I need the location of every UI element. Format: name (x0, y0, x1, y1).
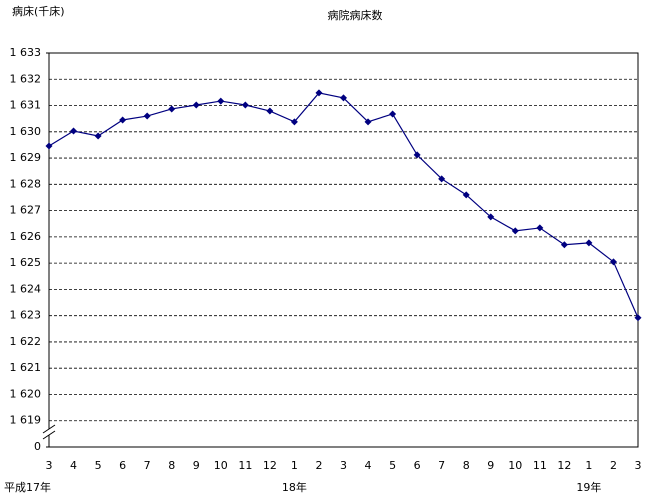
x-tick-label: 4 (365, 459, 372, 472)
x-tick-label: 6 (414, 459, 421, 472)
y-tick-label: 1 629 (10, 151, 42, 164)
y-tick-label: 1 620 (10, 387, 42, 400)
data-point (634, 314, 642, 322)
data-point (487, 213, 495, 221)
y-tick-label: 1 627 (10, 204, 42, 217)
y-tick-label: 1 622 (10, 335, 42, 348)
y-tick-label: 1 624 (10, 282, 42, 295)
x-tick-label: 1 (585, 459, 592, 472)
data-point (119, 116, 127, 124)
x-tick-label: 12 (263, 459, 277, 472)
plot-frame (48, 52, 639, 448)
x-tick-label: 11 (238, 459, 252, 472)
data-point (438, 175, 446, 183)
data-point (536, 224, 544, 232)
y-tick-label: 1 625 (10, 256, 42, 269)
y-tick-label: 1 632 (10, 72, 42, 85)
data-point (266, 107, 274, 115)
chart-title: 病院病床数 (328, 8, 383, 22)
data-point (315, 89, 323, 97)
x-tick-label: 4 (70, 459, 77, 472)
y-tick-label: 1 621 (10, 361, 42, 374)
data-point (94, 132, 102, 140)
x-tick-label: 7 (438, 459, 445, 472)
data-point (585, 239, 593, 247)
data-point (168, 105, 176, 113)
year-label: 19年 (576, 480, 601, 494)
axis-break-gap (45, 429, 53, 435)
year-label: 18年 (282, 480, 307, 494)
data-point (511, 227, 519, 235)
y-tick-label: 0 (34, 440, 41, 453)
data-point (364, 118, 372, 126)
data-point (70, 127, 78, 135)
data-point (192, 101, 200, 109)
data-point (241, 101, 249, 109)
y-tick-label: 1 619 (10, 414, 42, 427)
y-tick-label: 1 628 (10, 177, 42, 190)
y-axis-label: 病床(千床) (12, 4, 65, 18)
x-tick-label: 2 (610, 459, 617, 472)
x-tick-label: 7 (144, 459, 151, 472)
series-line (48, 92, 639, 319)
x-tick-label: 3 (635, 459, 642, 472)
y-tick-label: 1 630 (10, 125, 42, 138)
data-point (45, 142, 53, 150)
x-tick-label: 11 (533, 459, 547, 472)
data-point (389, 110, 397, 118)
data-point (143, 112, 151, 120)
x-tick-label: 5 (95, 459, 102, 472)
x-tick-label: 10 (508, 459, 522, 472)
x-tick-label: 8 (463, 459, 470, 472)
data-point (413, 151, 421, 159)
axis-break (42, 424, 56, 434)
x-tick-label: 12 (557, 459, 571, 472)
x-tick-label: 3 (46, 459, 53, 472)
x-tick-label: 9 (193, 459, 200, 472)
data-point (340, 94, 347, 102)
axis-break (42, 430, 56, 440)
x-tick-label: 10 (214, 459, 228, 472)
x-tick-label: 6 (119, 459, 126, 472)
x-tick-label: 2 (315, 459, 322, 472)
x-tick-label: 1 (291, 459, 298, 472)
data-point (560, 241, 568, 249)
y-tick-label: 1 623 (10, 309, 42, 322)
x-tick-label: 8 (168, 459, 175, 472)
data-point (462, 191, 470, 199)
y-tick-label: 1 633 (10, 46, 42, 59)
data-point (217, 97, 225, 105)
data-point (609, 258, 617, 266)
data-point (290, 118, 298, 126)
y-tick-label: 1 626 (10, 230, 42, 243)
x-tick-label: 3 (340, 459, 347, 472)
y-tick-label: 1 631 (10, 99, 42, 112)
x-tick-label: 5 (389, 459, 396, 472)
x-tick-label: 9 (487, 459, 494, 472)
year-label: 平成17年 (4, 480, 51, 494)
